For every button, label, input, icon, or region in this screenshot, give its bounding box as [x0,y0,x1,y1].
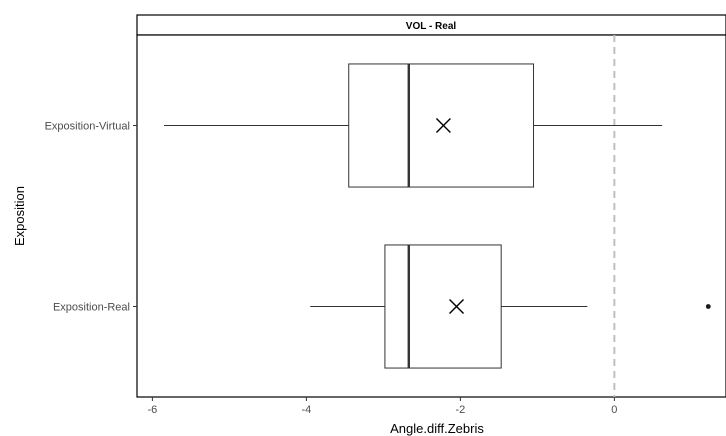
mean-marker-stroke-b [435,118,451,133]
box-layer [163,63,711,369]
x-axis-title: Angle.diff.Zebris [390,421,484,436]
x-tick-label: 0 [611,404,617,416]
outlier-point [705,304,711,309]
facet-strip-label: VOL - Real [406,21,457,32]
y-axis-title: Exposition [12,186,27,246]
mean-marker-stroke-b [449,299,465,314]
axis-layer: -6 -4 -2 0 Exposition-Virtual Exposition-Real [45,121,618,417]
box-exposition-virtual [163,63,663,188]
y-tick-label: Exposition-Real [53,302,130,314]
box-exposition-real [310,244,711,369]
x-tick-label: -2 [455,404,465,416]
y-tick-label: Exposition-Virtual [45,121,130,133]
x-tick-label: -4 [301,404,311,416]
interquartile-box [384,244,502,369]
interquartile-box [348,63,535,188]
x-tick-label: -6 [148,404,158,416]
